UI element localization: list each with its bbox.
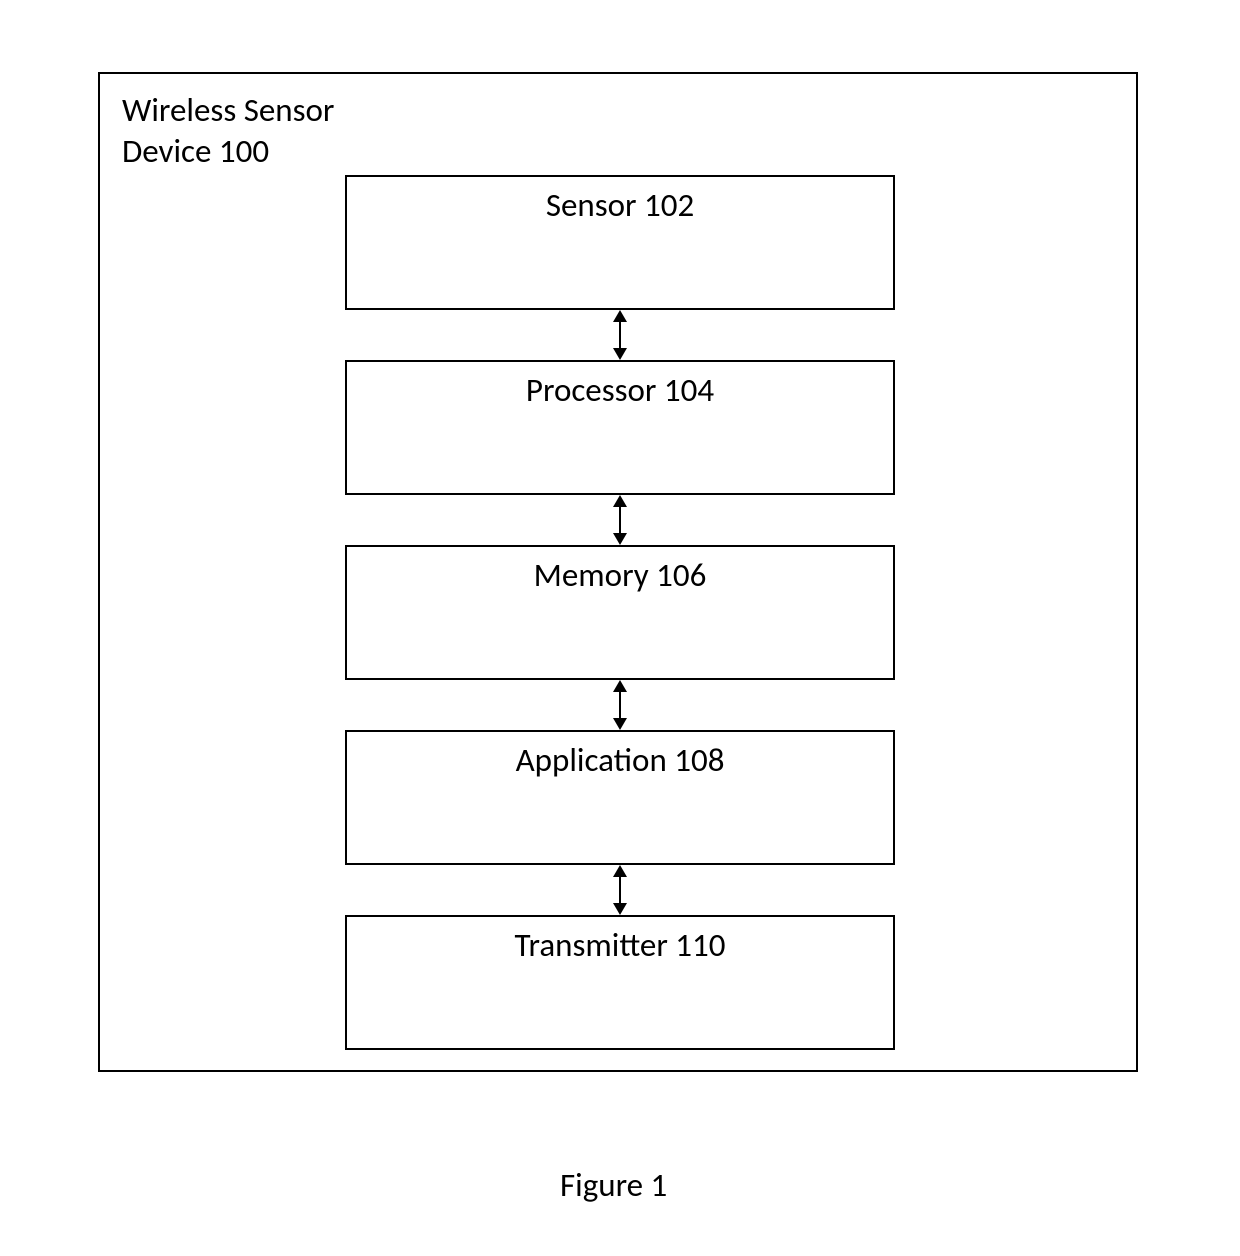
diagram-title-line1: Wireless Sensor	[122, 90, 334, 130]
figure-caption: Figure 1	[560, 1165, 667, 1205]
figure-caption-text: Figure 1	[560, 1165, 667, 1205]
node-memory: Memory 106	[345, 545, 895, 680]
node-transmitter: Transmitter 110	[345, 915, 895, 1050]
node-application-label: Application 108	[347, 740, 893, 780]
arrow-sensor-processor	[600, 310, 640, 360]
node-processor-label: Processor 104	[347, 370, 893, 410]
node-processor: Processor 104	[345, 360, 895, 495]
diagram-title: Wireless Sensor Device 100	[122, 90, 334, 173]
node-transmitter-label: Transmitter 110	[347, 925, 893, 965]
diagram-title-line2: Device 100	[122, 131, 269, 171]
node-application: Application 108	[345, 730, 895, 865]
node-sensor: Sensor 102	[345, 175, 895, 310]
arrow-memory-application	[600, 680, 640, 730]
node-memory-label: Memory 106	[347, 555, 893, 595]
arrow-processor-memory	[600, 495, 640, 545]
arrow-application-transmitter	[600, 865, 640, 915]
node-sensor-label: Sensor 102	[347, 185, 893, 225]
